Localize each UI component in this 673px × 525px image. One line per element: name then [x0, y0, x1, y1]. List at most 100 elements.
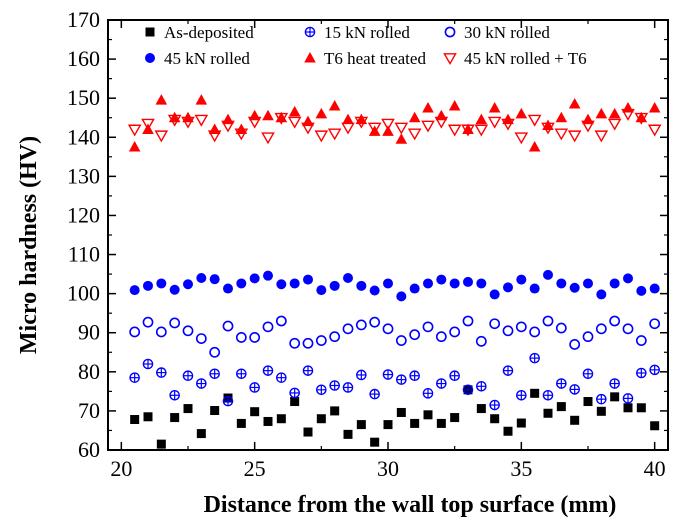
data-point	[182, 370, 194, 382]
data-point	[449, 278, 460, 289]
data-point	[647, 124, 662, 137]
legend-item: 15 kN rolled	[304, 23, 410, 42]
data-point	[248, 109, 261, 121]
data-point	[155, 326, 167, 338]
data-point	[475, 335, 487, 347]
series-45-kn-rolled	[129, 269, 660, 302]
data-point	[436, 274, 447, 285]
data-point	[315, 107, 328, 119]
data-point	[609, 315, 621, 327]
data-point	[543, 269, 553, 280]
y-tick-label: 60	[78, 437, 100, 462]
legend-marker	[145, 53, 155, 63]
legend-label: As-deposited	[164, 23, 254, 42]
data-point	[276, 279, 287, 290]
y-tick-label: 140	[67, 124, 100, 149]
data-point	[408, 111, 421, 123]
data-point	[222, 320, 234, 332]
data-point	[595, 107, 608, 119]
data-point	[436, 378, 447, 389]
data-point	[223, 283, 233, 294]
data-point	[503, 282, 513, 293]
data-point	[501, 118, 515, 131]
data-point	[476, 404, 486, 414]
data-point	[263, 416, 273, 426]
data-point	[249, 273, 260, 284]
data-point	[316, 285, 327, 296]
legend-marker	[443, 53, 457, 66]
data-point	[502, 325, 514, 337]
data-point	[422, 321, 434, 333]
data-point	[608, 107, 621, 119]
data-point	[381, 118, 395, 131]
data-point	[156, 278, 167, 289]
data-point	[488, 101, 501, 113]
data-point	[421, 120, 435, 133]
data-point	[209, 346, 221, 358]
data-point	[342, 382, 354, 393]
data-point	[476, 380, 487, 392]
data-point	[395, 133, 408, 144]
legend-label: 45 kN rolled + T6	[464, 49, 587, 68]
data-point	[195, 94, 208, 105]
data-point	[622, 393, 634, 404]
data-point	[396, 374, 407, 385]
data-point	[182, 325, 194, 337]
legend: As-deposited 15 kN rolled 30 kN rolled 45 k…	[145, 23, 587, 68]
data-point	[582, 368, 594, 380]
data-point	[530, 388, 540, 398]
data-point	[648, 101, 661, 113]
data-point	[221, 120, 235, 133]
data-point	[528, 141, 541, 152]
data-point	[450, 413, 460, 423]
data-point	[596, 406, 606, 416]
data-point	[290, 397, 300, 407]
data-point	[463, 276, 473, 287]
data-point	[210, 406, 220, 416]
axis-ticks	[108, 19, 668, 451]
data-point	[183, 404, 193, 414]
data-point	[622, 101, 634, 113]
x-tick-label: 30	[377, 456, 399, 481]
data-point	[581, 120, 595, 133]
data-point	[516, 389, 527, 401]
data-point	[314, 130, 329, 143]
data-point	[316, 414, 326, 424]
data-point	[129, 285, 140, 296]
data-point	[649, 364, 660, 376]
legend-item: T6 heat treated	[304, 49, 426, 68]
data-point	[556, 402, 566, 412]
data-point	[607, 118, 622, 131]
data-point	[369, 285, 380, 296]
x-tick-label: 20	[110, 456, 132, 481]
data-point	[288, 105, 301, 117]
data-point	[129, 326, 141, 338]
data-point	[355, 319, 367, 331]
legend-marker	[145, 27, 155, 37]
data-point	[635, 335, 647, 346]
data-point	[143, 412, 153, 422]
y-tick-label: 170	[67, 7, 100, 32]
data-point	[181, 116, 195, 129]
data-point	[490, 414, 500, 424]
data-point	[541, 122, 555, 135]
data-point	[475, 113, 488, 125]
legend-label: 15 kN rolled	[324, 23, 410, 42]
data-point	[636, 403, 646, 413]
data-point	[127, 124, 142, 137]
data-point	[169, 284, 180, 295]
y-tick-label: 80	[78, 359, 100, 384]
data-point	[447, 124, 462, 137]
x-axis-title: Distance from the wall top surface (mm)	[204, 492, 617, 518]
data-point	[649, 318, 661, 330]
data-point	[543, 408, 553, 418]
legend-marker	[304, 26, 316, 38]
data-point	[649, 283, 660, 294]
data-point	[370, 437, 380, 447]
data-point	[343, 429, 353, 439]
legend-marker	[304, 52, 316, 63]
data-point	[196, 273, 207, 283]
data-point	[155, 94, 168, 105]
data-point	[302, 337, 314, 349]
data-point	[208, 123, 221, 134]
